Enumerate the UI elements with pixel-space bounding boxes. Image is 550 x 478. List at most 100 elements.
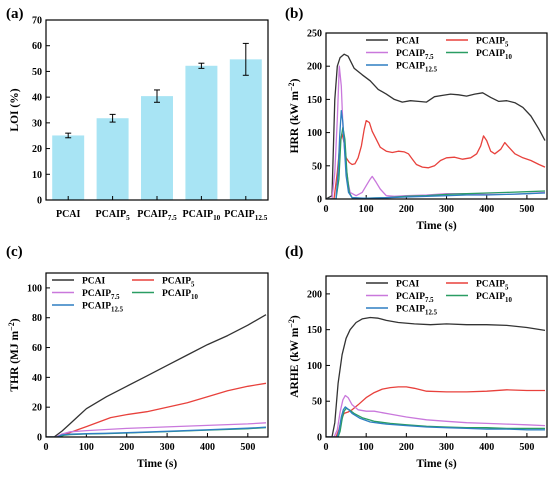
panel-b-xtick-label: 300 [439, 204, 454, 215]
panel-a-category-label: PCAIP10 [183, 209, 221, 222]
panel-d-xtick-label: 100 [359, 442, 374, 453]
panel-d-ytick-label: 150 [307, 325, 322, 336]
panel-d-label: (d) [285, 244, 303, 260]
panel-d-xtick-label: 400 [479, 442, 494, 453]
panel-d-legend-label: PCAIP10 [476, 292, 512, 304]
panel-b-series-line [326, 119, 546, 199]
panel-d-xtick-label: 500 [519, 442, 534, 453]
panel-c-legend-label-base: PCAI [82, 277, 106, 287]
panel-b-ytick-label: 0 [317, 195, 322, 206]
panel-c-ylabel-close: ) [9, 318, 21, 322]
panel-c-legend-label-base: PCAIP [162, 277, 191, 287]
panel-a-plot-frame [45, 19, 269, 201]
panel-d-legend-label-sub: 5 [505, 285, 509, 292]
panel-c-xtick-label: 200 [119, 442, 134, 453]
panel-c-legend-label-sub: 5 [191, 282, 195, 289]
panel-a-category-label-sub: 10 [213, 214, 221, 222]
panel-b-series-line [326, 126, 546, 199]
panel-c-ytick-label: 60 [32, 343, 42, 354]
panel-d-xlabel: Time (s) [416, 458, 457, 470]
panel-c-ytick-label: 20 [32, 403, 42, 414]
panel-a-category-label-base: PCAIP [137, 209, 168, 220]
panel-d-legend-label-sub: 7.5 [425, 297, 434, 304]
panel-b-legend-label-sub: 12.5 [425, 67, 438, 74]
panel-a-category-label-sub: 7.5 [168, 214, 177, 222]
panel-d-xtick-label: 0 [324, 442, 329, 453]
panel-c-xtick-label: 400 [200, 442, 215, 453]
panel-d-ylabel-sup: −2 [287, 319, 296, 328]
panel-b-series-line [326, 110, 546, 199]
panel-a-ytick-label: 60 [32, 41, 42, 52]
panel-d-series-line [326, 316, 546, 437]
panel-b-legend-label: PCAIP12.5 [396, 62, 438, 74]
panel-d-xtick-label: 300 [439, 442, 454, 453]
panel-c-thr-line-chart: (c) 0 20 40 60 80 100 THR (MJ m−2) 0 100 200 300 400… [6, 244, 269, 470]
panel-d-plot-frame [325, 275, 548, 438]
panel-c-legend-label-sub: 7.5 [111, 294, 120, 301]
panel-b-ytick-label: 250 [307, 29, 322, 40]
panel-c-label: (c) [6, 244, 23, 260]
panel-c-xlabel: Time (s) [137, 458, 178, 470]
panel-d-ytick-label: 50 [312, 397, 322, 408]
panel-d-ytick-label: 100 [307, 361, 322, 372]
panel-a-bar [96, 118, 129, 200]
panel-a-bar [141, 96, 173, 200]
panel-b-ytick-label: 150 [307, 95, 322, 106]
panel-c-ytick-label: 40 [32, 373, 42, 384]
panel-b-xlabel: Time (s) [416, 220, 457, 232]
panel-d-legend-label: PCAIP5 [476, 280, 509, 292]
panel-b-legend-label-base: PCAIP [396, 62, 425, 72]
panel-c-legend-label: PCAIP12.5 [82, 302, 124, 314]
panel-d-series-line [326, 406, 545, 437]
panel-a-label: (a) [6, 6, 24, 22]
panel-b-ylabel: HRR (kW m−2) [287, 78, 301, 153]
panel-d-legend-label-base: PCAIP [476, 280, 505, 290]
panel-c-series-line [46, 426, 267, 437]
panel-a-ylabel: LOI (%) [9, 88, 21, 131]
panel-d-legend-label: PCAIP12.5 [396, 305, 438, 317]
panel-c-legend-label-base: PCAIP [162, 289, 191, 299]
panel-b-hrr-line-chart: (b) 0 50 100 150 200 250 HRR (kW m−2) 0 100 200 300… [285, 6, 548, 232]
panel-c-xtick-label: 100 [79, 442, 94, 453]
panel-a-category-label-base: PCAIP [96, 209, 127, 220]
panel-d-ylabel: ARHE (kW m−2) [287, 315, 301, 398]
panel-c-ytick-label: 100 [27, 283, 42, 294]
panel-b-ytick-label: 100 [307, 128, 322, 139]
panel-a-category-label: PCAIP5 [96, 209, 131, 222]
panel-d-xtick-label: 200 [399, 442, 414, 453]
panel-b-legend-label: PCAIP7.5 [396, 49, 434, 61]
panel-d-legend-label: PCAIP7.5 [396, 292, 434, 304]
panel-a-ytick-label: 30 [32, 118, 42, 129]
panel-a-category-label-base: PCAIP [183, 209, 214, 220]
panel-b-ylabel-close: ) [289, 78, 301, 82]
panel-b-ylabel-main: HRR (kW m [289, 91, 301, 154]
panel-b-legend-label-base: PCAIP [476, 49, 505, 59]
panel-c-legend-label-base: PCAIP [82, 289, 111, 299]
panel-a-ytick-label: 50 [32, 67, 42, 78]
panel-b-label: (b) [285, 6, 303, 22]
panel-a-category-label-base: PCAI [56, 209, 81, 220]
panel-d-legend-label-sub: 10 [505, 297, 512, 304]
panel-d-legend-label-base: PCAI [396, 280, 420, 290]
panel-b-legend-label-base: PCAIP [396, 49, 425, 59]
panel-c-ytick-label: 80 [32, 313, 42, 324]
panel-d-series-line [326, 394, 546, 437]
panel-b-ytick-label: 200 [307, 62, 322, 73]
panel-b-xtick-label: 500 [519, 204, 534, 215]
panel-b-legend-label: PCAIP10 [476, 49, 512, 61]
panel-a-category-label: PCAI [56, 209, 81, 220]
panel-b-xtick-label: 100 [359, 204, 374, 215]
panel-c-ylabel: THR (MJ m−2) [7, 318, 21, 391]
panel-c-legend-label: PCAIP10 [162, 289, 198, 301]
panel-b-xtick-label: 400 [479, 204, 494, 215]
panel-c-ylabel-sup: −2 [7, 322, 16, 331]
panel-d-legend-label-sub: 12.5 [425, 310, 438, 317]
panel-d-series-line [326, 407, 545, 437]
panel-a-bar [185, 65, 218, 201]
panel-a-ytick-label: 40 [32, 93, 42, 104]
panel-c-xtick-label: 500 [240, 442, 255, 453]
panel-a-ytick-label: 10 [32, 170, 42, 181]
panel-c-legend-label: PCAIP5 [162, 277, 195, 289]
panel-c-legend-label-sub: 10 [191, 294, 198, 301]
